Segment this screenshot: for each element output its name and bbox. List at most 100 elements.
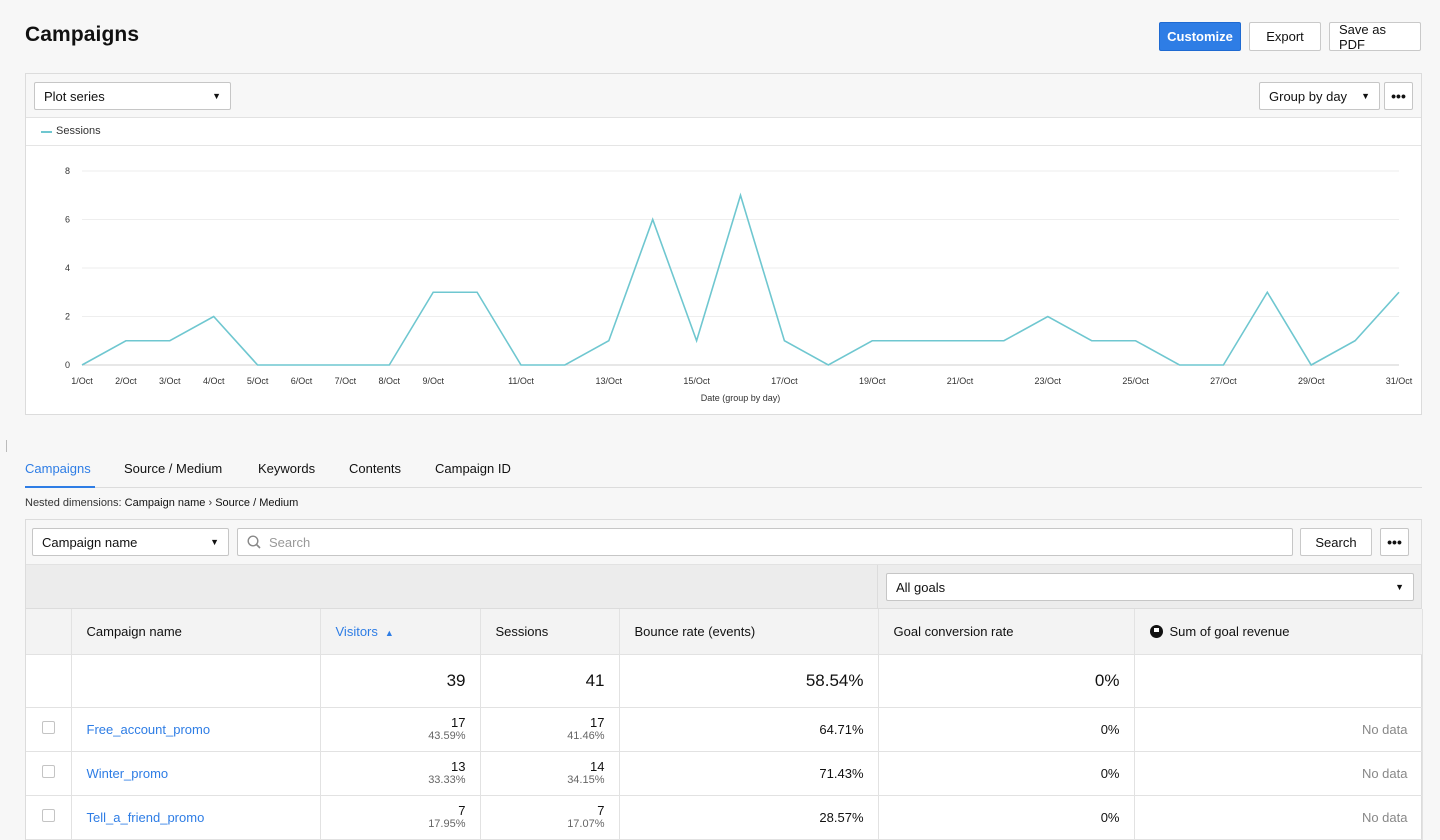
plot-series-select[interactable]: Plot series ▼	[34, 82, 231, 110]
col-visitors[interactable]: Visitors ▲︎	[320, 609, 481, 655]
goal-flag-icon	[1149, 624, 1163, 638]
campaign-name-link[interactable]: Winter_promo	[71, 751, 321, 796]
campaign-name-link[interactable]: Tell_a_friend_promo	[71, 795, 321, 840]
y-tick-label: 2	[65, 312, 70, 322]
page-title: Campaigns	[25, 23, 140, 46]
row-checkbox[interactable]	[41, 765, 55, 778]
dimension-select-label: Campaign name	[42, 534, 138, 550]
sessions-value: 17	[590, 715, 605, 730]
x-tick-label: 1/Oct	[71, 376, 93, 386]
y-tick-label: 8	[65, 166, 70, 176]
sessions-pct: 34.15%	[567, 774, 605, 786]
series-line-sessions	[81, 192, 1400, 367]
row-checkbox[interactable]	[41, 809, 55, 822]
y-tick-label: 4	[65, 263, 70, 273]
save-pdf-button[interactable]: Save as PDF	[1329, 22, 1421, 52]
chart-toolbar: Plot series ▼ Group by day ▼ •••	[26, 74, 1421, 118]
tab-source-medium[interactable]: Source / Medium	[124, 461, 223, 476]
row-checkbox-cell	[26, 795, 72, 840]
nested-dim-2[interactable]: Source / Medium	[215, 497, 299, 509]
x-tick-label: 21/Oct	[947, 376, 974, 386]
visitors-pct: 33.33%	[428, 774, 466, 786]
nested-dim-1[interactable]: Campaign name	[124, 497, 206, 509]
nested-prefix: Nested dimensions:	[25, 497, 122, 509]
x-axis-label: Date (group by day)	[701, 393, 781, 403]
chart-more-button[interactable]: •••	[1384, 82, 1413, 110]
sessions-value: 14	[590, 759, 605, 774]
nested-separator: ›	[208, 497, 213, 509]
x-tick-label: 29/Oct	[1298, 376, 1325, 386]
col-sessions[interactable]: Sessions	[480, 609, 620, 655]
dimension-tabs: Campaigns Source / Medium Keywords Conte…	[25, 458, 1422, 488]
totals-name-cell	[71, 654, 321, 708]
sessions-line-chart: 0 2 4 6 8 1/Oct 2/Oct 3/Oct 4/Oct 5/Oct 6/Oct 7/Oct…	[65, 166, 1413, 403]
tab-contents[interactable]: Contents	[349, 461, 402, 476]
sessions-value: 7	[597, 803, 605, 818]
totals-conversion: 0%	[878, 654, 1135, 708]
col-bounce-rate[interactable]: Bounce rate (events)	[619, 609, 879, 655]
bounce-cell: 28.57%	[619, 795, 879, 840]
x-tick-label: 31/Oct	[1386, 376, 1413, 386]
x-tick-label: 11/Oct	[508, 376, 534, 386]
revenue-cell: No data	[1134, 795, 1423, 840]
x-tick-label: 4/Oct	[203, 376, 225, 386]
totals-row: 39 41 58.54% 0%	[26, 654, 1423, 708]
tab-keywords[interactable]: Keywords	[258, 461, 316, 476]
visitors-value: 13	[451, 759, 466, 774]
more-icon: •••	[1391, 88, 1406, 104]
export-button[interactable]: Export	[1249, 22, 1321, 51]
table-panel: Campaign name ▼ Search Search ••• All go…	[25, 519, 1423, 840]
legend-label: Sessions	[56, 125, 101, 137]
header-checkbox-cell	[26, 609, 72, 655]
x-tick-label: 15/Oct	[683, 376, 710, 386]
sessions-pct: 17.07%	[567, 818, 605, 830]
table-more-button[interactable]: •••	[1380, 528, 1409, 556]
x-tick-label: 2/Oct	[115, 376, 137, 386]
col-goal-conversion[interactable]: Goal conversion rate	[878, 609, 1135, 655]
row-checkbox[interactable]	[41, 721, 55, 734]
x-tick-label: 5/Oct	[247, 376, 269, 386]
chevron-down-icon: ▼	[1361, 91, 1370, 101]
customize-button[interactable]: Customize	[1159, 22, 1241, 51]
campaigns-table: Campaign name Visitors ▲︎ Sessions Bounce…	[26, 609, 1423, 840]
totals-visitors: 39	[320, 654, 481, 708]
group-by-label: Group by day	[1269, 88, 1348, 104]
conversion-cell: 0%	[878, 751, 1135, 796]
plot-series-label: Plot series	[44, 88, 105, 104]
totals-revenue	[1134, 654, 1423, 708]
conversion-cell: 0%	[878, 707, 1135, 752]
col-visitors-label: Visitors	[335, 623, 378, 639]
x-tick-label: 25/Oct	[1122, 376, 1149, 386]
y-tick-label: 0	[65, 360, 70, 370]
table-row[interactable]: Winter_promo 13 33.33% 14 34.15% 71.43% 0%…	[26, 751, 1423, 796]
x-tick-label: 23/Oct	[1035, 376, 1062, 386]
table-row[interactable]: Free_account_promo 17 43.59% 17 41.46% 64.…	[26, 707, 1423, 752]
search-button[interactable]: Search	[1300, 528, 1372, 556]
more-icon: •••	[1387, 534, 1402, 550]
chart-panel: Plot series ▼ Group by day ▼ ••• Session…	[25, 73, 1422, 415]
tab-campaign-id[interactable]: Campaign ID	[435, 461, 511, 476]
col-goal-revenue[interactable]: Sum of goal revenue	[1134, 609, 1423, 655]
sessions-pct: 41.46%	[567, 730, 605, 742]
group-by-select[interactable]: Group by day ▼	[1259, 82, 1380, 110]
col-campaign-name[interactable]: Campaign name	[71, 609, 321, 655]
goals-select[interactable]: All goals ▼	[886, 573, 1414, 601]
chevron-down-icon: ▼	[1395, 582, 1404, 592]
campaign-name-link[interactable]: Free_account_promo	[71, 707, 321, 752]
dimension-select[interactable]: Campaign name ▼	[32, 528, 229, 556]
tab-campaigns[interactable]: Campaigns	[25, 461, 95, 488]
search-input[interactable]: Search	[237, 528, 1293, 556]
search-icon	[247, 535, 261, 549]
x-tick-label: 19/Oct	[859, 376, 886, 386]
x-tick-label: 3/Oct	[159, 376, 181, 386]
sort-icon: ▲︎	[384, 627, 394, 638]
table-toolbar: Campaign name ▼ Search Search •••	[26, 520, 1421, 565]
table-header-row: Campaign name Visitors ▲︎ Sessions Bounce…	[26, 609, 1423, 655]
resize-marker	[6, 440, 7, 452]
chevron-down-icon: ▼	[212, 91, 221, 101]
visitors-cell: 17 43.59%	[320, 707, 481, 752]
conversion-cell: 0%	[878, 795, 1135, 840]
page-header: Campaigns Customize Export Save as PDF	[25, 22, 1421, 52]
table-row[interactable]: Tell_a_friend_promo 7 17.95% 7 17.07% 28.5…	[26, 795, 1423, 840]
bounce-cell: 64.71%	[619, 707, 879, 752]
